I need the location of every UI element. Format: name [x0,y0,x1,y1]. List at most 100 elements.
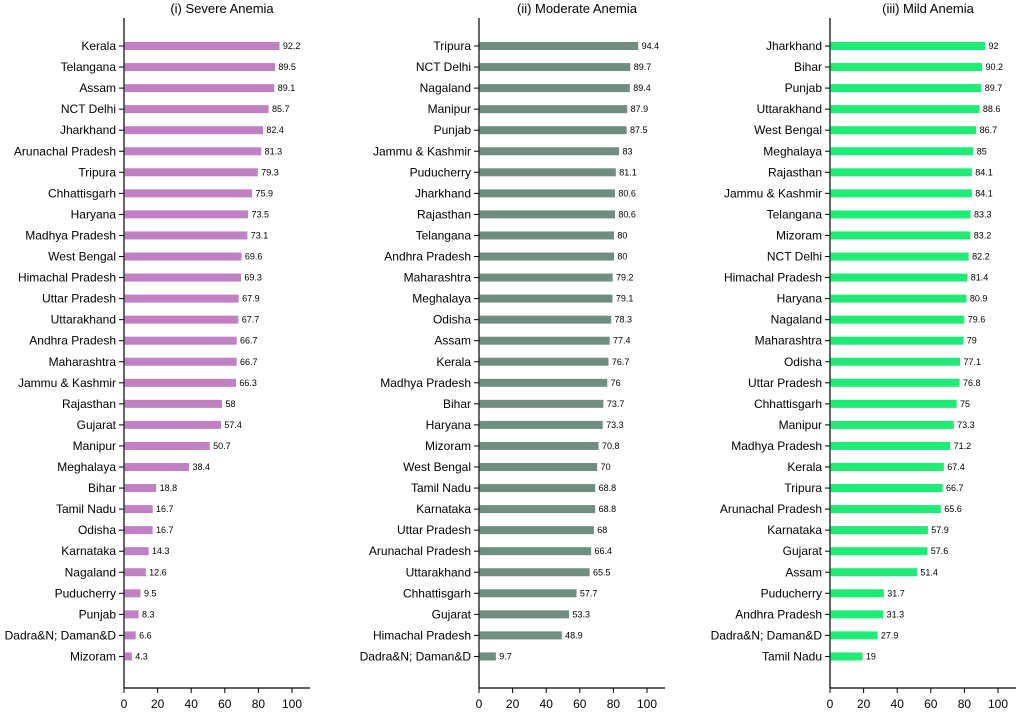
category-label: Andhra Pradesh [29,334,116,348]
category-label: Jharkhand [766,39,822,53]
category-label: Chhattisgarh [754,397,822,411]
data-label: 87.9 [631,104,649,114]
category-label: Jammu & Kashmir [18,376,116,390]
category-label: Haryana [71,207,117,221]
x-tick-label: 20 [857,697,871,711]
category-label: Telangana [416,228,472,242]
bar [124,231,248,240]
data-label: 89.7 [985,83,1003,93]
bar [124,126,264,135]
category-label: Haryana [777,292,823,306]
category-label: Telangana [61,60,117,74]
bar [830,505,941,514]
data-label: 84.1 [975,167,993,177]
data-label: 79 [967,336,977,346]
data-label: 85.7 [272,104,290,114]
category-label: Uttar Pradesh [397,523,471,537]
bar [479,84,630,93]
data-label: 50.7 [213,441,231,451]
category-label: Arunachal Pradesh [720,502,822,516]
x-tick-label: 80 [252,697,266,711]
data-label: 71.2 [954,441,972,451]
bar [124,168,258,177]
data-label: 73.3 [606,420,624,430]
category-label: Uttarakhand [406,565,471,579]
data-label: 83.3 [974,209,992,219]
category-label: Tripura [433,39,471,53]
bar [124,631,136,640]
data-label: 65.5 [593,567,611,577]
bar [479,420,603,429]
category-label: Nagaland [420,81,471,95]
data-label: 73.3 [957,420,975,430]
bar [479,652,496,661]
bar [124,210,249,219]
category-label: Gujarat [783,544,823,558]
bar [479,441,599,450]
data-label: 75.9 [256,188,274,198]
bar [830,589,884,598]
x-tick-label: 40 [185,697,199,711]
data-label: 77.4 [613,336,631,346]
category-label: Bihar [443,397,471,411]
x-tick-label: 60 [218,697,232,711]
bar [830,378,960,387]
bar [124,441,210,450]
category-label: Dadra&N; Daman&D [711,628,823,642]
category-label: Meghalaya [412,292,471,306]
data-label: 89.5 [278,62,296,72]
bar [830,147,974,156]
bar [830,294,967,303]
data-label: 69.3 [244,273,262,283]
data-label: 80.6 [618,209,636,219]
data-label: 80 [617,252,627,262]
category-label: Tripura [784,481,822,495]
data-label: 66.7 [240,336,258,346]
bar [479,526,594,535]
data-label: 92.2 [283,41,301,51]
x-tick-label: 100 [282,697,302,711]
bar [124,147,262,156]
data-label: 80.9 [970,294,988,304]
x-tick-label: 0 [121,697,128,711]
data-label: 73.5 [251,209,269,219]
bar [479,357,609,366]
bar [830,631,878,640]
category-label: Gujarat [77,418,117,432]
category-label: Puducherry [55,586,116,600]
data-label: 77.1 [964,357,982,367]
data-label: 83.2 [974,230,992,240]
bar [830,126,977,135]
category-label: Himachal Pradesh [18,271,116,285]
bar [124,547,149,556]
data-label: 12.6 [149,567,167,577]
category-label: Telangana [767,207,823,221]
bar [830,420,954,429]
data-label: 68.8 [599,504,617,514]
category-label: Punjab [785,81,823,95]
category-label: Meghalaya [57,460,116,474]
bar [124,378,236,387]
category-label: Jammu & Kashmir [724,186,822,200]
category-label: Odisha [78,523,116,537]
bar [479,105,628,114]
bar [124,357,237,366]
bar [124,652,132,661]
bar [124,610,139,619]
bar [124,105,269,114]
category-label: Odisha [784,355,822,369]
bar [124,526,153,535]
data-label: 66.7 [946,483,964,493]
data-label: 92 [989,41,999,51]
data-label: 58 [225,399,235,409]
category-label: Assam [434,334,471,348]
data-label: 57.4 [224,420,242,430]
bar [830,652,863,661]
data-label: 68 [597,525,607,535]
x-tick-label: 0 [827,697,834,711]
x-tick-label: 20 [151,697,165,711]
data-label: 8.3 [142,609,155,619]
bar [124,189,253,198]
bar [479,610,570,619]
data-label: 67.4 [947,462,965,472]
